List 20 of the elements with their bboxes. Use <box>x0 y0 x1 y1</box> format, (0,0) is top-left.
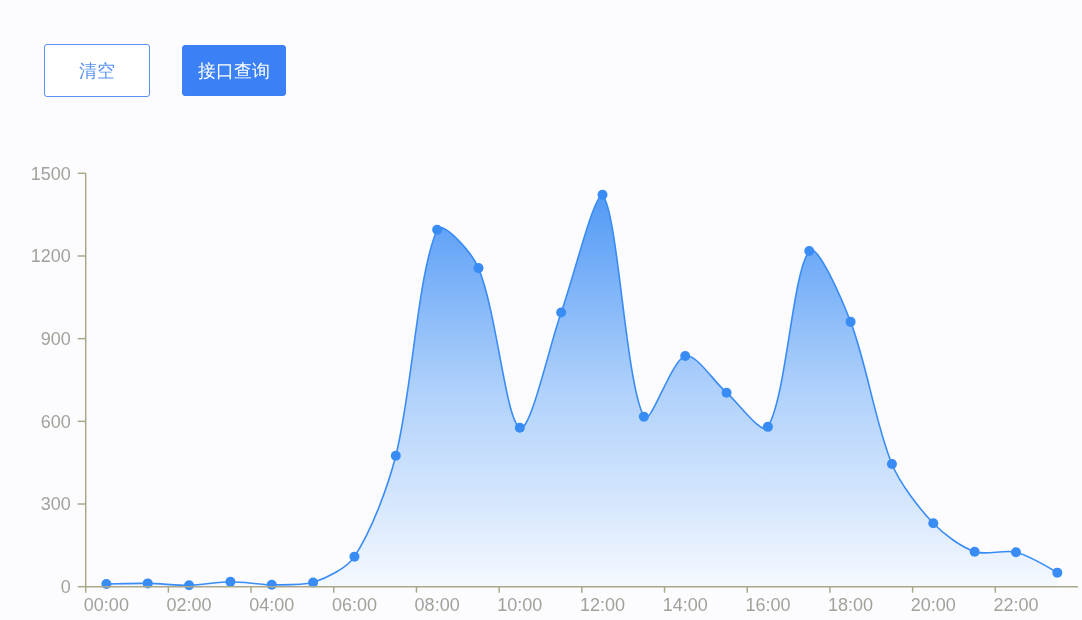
y-tick-label: 1500 <box>30 163 71 184</box>
x-tick-label: 18:00 <box>828 595 874 615</box>
x-tick-label: 08:00 <box>414 595 460 615</box>
x-tick-label: 04:00 <box>249 595 295 615</box>
x-tick-label: 22:00 <box>993 595 1039 615</box>
y-tick-label: 300 <box>40 494 71 515</box>
y-tick-label: 0 <box>60 577 71 597</box>
y-tick-label: 1200 <box>30 246 71 267</box>
y-tick-label: 600 <box>40 411 71 432</box>
x-tick-label: 16:00 <box>745 595 791 615</box>
button: 接口查询 <box>181 45 286 96</box>
x-tick-label: 00:00 <box>83 595 129 615</box>
x-tick-label: 06:00 <box>331 595 377 615</box>
button: 清空 <box>44 44 150 97</box>
x-tick-label: 10:00 <box>497 595 543 615</box>
x-tick-label: 20:00 <box>910 595 956 615</box>
x-tick-label: 12:00 <box>580 595 626 615</box>
y-tick-label: 900 <box>40 328 71 349</box>
x-tick-label: 02:00 <box>166 595 212 615</box>
x-tick-label: 14:00 <box>662 595 708 615</box>
